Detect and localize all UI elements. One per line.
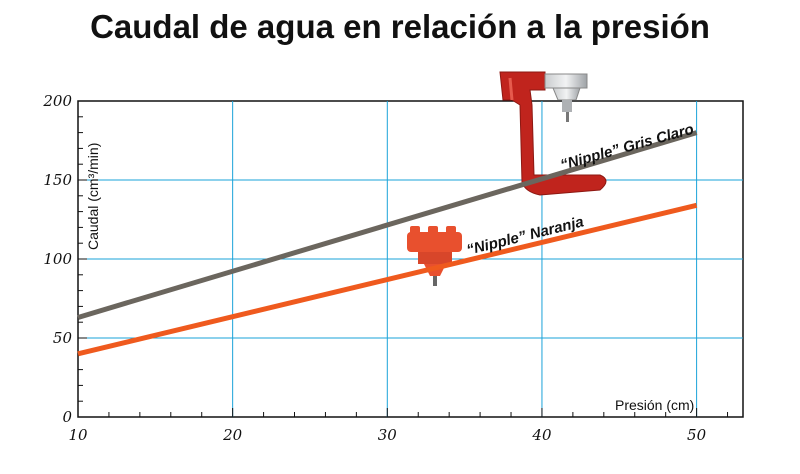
y-tick-label: 150	[43, 171, 72, 189]
grid	[78, 101, 743, 417]
orange-nipple-drinker-icon	[407, 226, 462, 286]
x-tick-label: 20	[222, 426, 243, 444]
series-line-gris-claro	[77, 130, 698, 320]
y-tick-label: 100	[43, 250, 72, 268]
x-tick-label: 50	[687, 426, 707, 444]
x-tick-label: 40	[531, 426, 552, 444]
grey-nipple-drinker-icon	[499, 71, 607, 196]
minor-ticks	[77, 100, 729, 418]
series-lines	[77, 130, 698, 357]
y-tick-label: 0	[62, 408, 72, 426]
chart-title: Caudal de agua en relación a la presión	[90, 8, 710, 45]
x-tick-label: 10	[68, 426, 88, 444]
x-tick-label: 30	[378, 426, 398, 444]
series-line-naranja	[77, 202, 698, 357]
y-tick-label: 50	[53, 329, 73, 347]
y-tick-label: 200	[42, 92, 72, 110]
x-tick-labels: 10 20 30 40 50	[68, 426, 706, 444]
x-axis-label: Presión (cm)	[615, 397, 694, 413]
y-axis-label: Caudal (cm³/min)	[85, 143, 101, 250]
y-tick-labels: 0 50 100 150 200	[42, 92, 72, 426]
